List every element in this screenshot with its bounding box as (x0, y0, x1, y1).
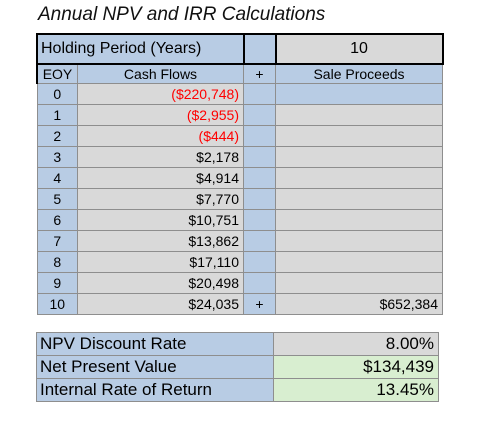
sale-proceeds-cell[interactable] (275, 167, 443, 189)
eoy-cell: 0 (36, 83, 78, 105)
summary-value[interactable]: 13.45% (273, 378, 439, 402)
cash-flow-cell[interactable]: $20,498 (77, 272, 244, 294)
cash-flow-cell[interactable]: $17,110 (77, 251, 244, 273)
eoy-cell: 3 (36, 146, 78, 168)
summary-rows: NPV Discount Rate 8.00% Net Present Value $… (36, 332, 439, 402)
sale-proceeds-cell[interactable] (275, 272, 443, 294)
table-row: 5 $7,770 (36, 188, 443, 210)
eoy-cell: 6 (36, 209, 78, 231)
cash-flow-table: Holding Period (Years) 10 EOY Cash Flows… (36, 33, 444, 315)
column-header-row: EOY Cash Flows + Sale Proceeds (36, 63, 443, 84)
table-row: 4 $4,914 (36, 167, 443, 189)
holding-period-row: Holding Period (Years) 10 (36, 33, 444, 65)
sale-proceeds-cell[interactable] (275, 125, 443, 147)
table-row: 1 ($2,955) (36, 104, 443, 126)
plus-cell (243, 125, 276, 147)
table-row: 10 $24,035 + $652,384 (36, 293, 443, 315)
summary-row: NPV Discount Rate 8.00% (36, 332, 439, 356)
header-eoy: EOY (36, 63, 78, 84)
summary-value[interactable]: $134,439 (273, 355, 439, 379)
eoy-cell: 4 (36, 167, 78, 189)
table-row: 8 $17,110 (36, 251, 443, 273)
cash-flow-rows: 0 ($220,748) 1 ($2,955) 2 ($444) 3 $2,178 4 $4,91… (36, 83, 443, 315)
eoy-cell: 2 (36, 125, 78, 147)
holding-period-value[interactable]: 10 (274, 33, 444, 65)
summary-label: Net Present Value (36, 355, 274, 379)
cash-flow-cell[interactable]: ($220,748) (77, 83, 244, 105)
sale-proceeds-cell[interactable] (275, 146, 443, 168)
sale-proceeds-cell[interactable] (275, 188, 443, 210)
summary-label: Internal Rate of Return (36, 378, 274, 402)
sale-proceeds-cell[interactable] (275, 104, 443, 126)
plus-cell (243, 188, 276, 210)
sale-proceeds-cell[interactable] (275, 251, 443, 273)
eoy-cell: 1 (36, 104, 78, 126)
plus-cell (243, 83, 276, 105)
summary-row: Net Present Value $134,439 (36, 355, 439, 379)
table-row: 6 $10,751 (36, 209, 443, 231)
header-plus: + (243, 63, 276, 84)
summary-row: Internal Rate of Return 13.45% (36, 378, 439, 402)
plus-cell (243, 104, 276, 126)
table-row: 3 $2,178 (36, 146, 443, 168)
table-row: 7 $13,862 (36, 230, 443, 252)
summary-label: NPV Discount Rate (36, 332, 274, 356)
cash-flow-cell[interactable]: $4,914 (77, 167, 244, 189)
sale-proceeds-cell[interactable]: $652,384 (275, 293, 443, 315)
table-row: 9 $20,498 (36, 272, 443, 294)
plus-cell: + (243, 293, 276, 315)
cash-flow-cell[interactable]: $2,178 (77, 146, 244, 168)
cash-flow-cell[interactable]: $10,751 (77, 209, 244, 231)
holding-period-label: Holding Period (Years) (36, 33, 245, 65)
eoy-cell: 5 (36, 188, 78, 210)
header-sale-proceeds: Sale Proceeds (275, 63, 443, 84)
cash-flow-cell[interactable]: $7,770 (77, 188, 244, 210)
table-row: 0 ($220,748) (36, 83, 443, 105)
cash-flow-cell[interactable]: ($2,955) (77, 104, 244, 126)
eoy-cell: 7 (36, 230, 78, 252)
plus-cell (243, 209, 276, 231)
holding-period-gap (243, 33, 276, 65)
eoy-cell: 9 (36, 272, 78, 294)
cash-flow-cell[interactable]: $13,862 (77, 230, 244, 252)
plus-cell (243, 251, 276, 273)
sheet-title: Annual NPV and IRR Calculations (38, 4, 326, 25)
table-row: 2 ($444) (36, 125, 443, 147)
eoy-cell: 10 (36, 293, 78, 315)
header-cash-flows: Cash Flows (77, 63, 244, 84)
plus-cell (243, 230, 276, 252)
sale-proceeds-cell[interactable] (275, 230, 443, 252)
summary-value[interactable]: 8.00% (273, 332, 439, 356)
eoy-cell: 8 (36, 251, 78, 273)
sale-proceeds-cell[interactable] (275, 209, 443, 231)
plus-cell (243, 272, 276, 294)
cash-flow-cell[interactable]: $24,035 (77, 293, 244, 315)
cash-flow-cell[interactable]: ($444) (77, 125, 244, 147)
summary-table: NPV Discount Rate 8.00% Net Present Value $… (36, 332, 439, 402)
plus-cell (243, 146, 276, 168)
sale-proceeds-cell[interactable] (275, 83, 443, 105)
plus-cell (243, 167, 276, 189)
